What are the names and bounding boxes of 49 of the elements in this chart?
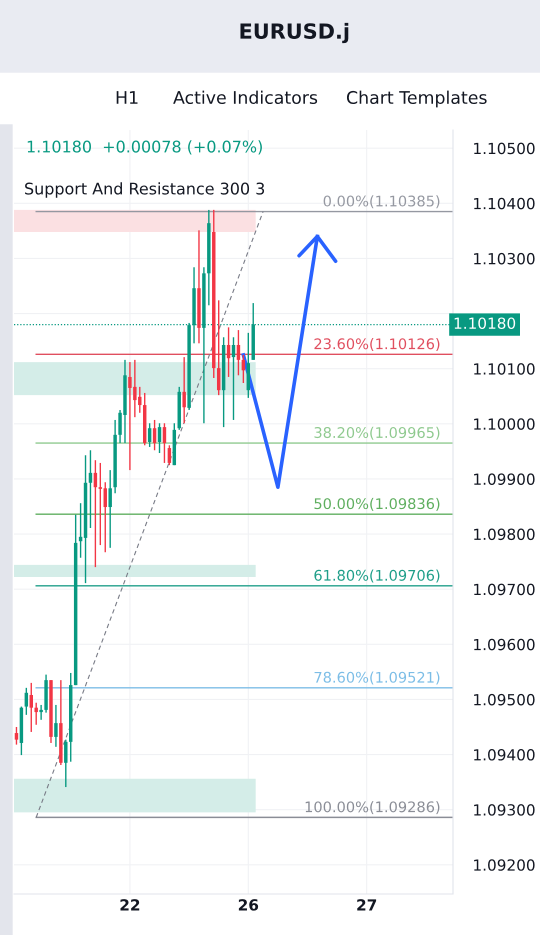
candlestick xyxy=(94,459,98,568)
y-tick-label: 1.09900 xyxy=(474,473,535,485)
ref-line-label: 1.10180 xyxy=(454,317,516,330)
candlestick xyxy=(182,356,186,424)
y-tick-label: 1.09200 xyxy=(474,859,535,871)
candlestick xyxy=(54,704,58,748)
candlestick xyxy=(152,419,156,451)
chart-title: EURUSD.j xyxy=(240,22,348,44)
annotation: Support And Resistance 300 3 xyxy=(25,182,264,198)
candlestick xyxy=(236,329,240,376)
candlestick xyxy=(168,444,172,466)
ref-line-label: 0.00%(1.10385) xyxy=(324,195,440,208)
text: Chart Templates xyxy=(346,90,487,108)
y-tick-label: 1.09300 xyxy=(474,804,535,816)
candlestick xyxy=(162,422,166,464)
ref-line-label: 23.60%(1.10126) xyxy=(314,338,440,352)
candlestick xyxy=(24,687,28,716)
candlestick xyxy=(226,326,230,378)
y-tick-label: 1.10500 xyxy=(474,142,535,154)
ref-line-label: 50.00%(1.09836) xyxy=(314,498,440,511)
x-tick-label: 26 xyxy=(238,899,258,911)
annotation: 1.10180 +0.00078 (+0.07%) xyxy=(28,140,262,155)
ref-line-label: 38.20%(1.09965) xyxy=(314,426,440,440)
y-tick-label: 1.10100 xyxy=(474,363,535,375)
y-tick-label: 1.09700 xyxy=(474,584,535,596)
ref-line-label: 61.80%(1.09706) xyxy=(314,570,440,583)
y-tick-label: 1.10400 xyxy=(474,198,535,210)
y-tick-label: 1.09400 xyxy=(474,749,535,761)
y-tick-label: 1.10300 xyxy=(474,252,535,264)
candlestick xyxy=(39,704,43,721)
candlestick xyxy=(34,702,38,726)
x-tick-label: 22 xyxy=(120,899,140,910)
candlestick xyxy=(88,450,92,529)
candlestick xyxy=(30,682,33,733)
ref-line-label: 100.00%(1.09286) xyxy=(306,801,440,814)
y-tick-label: 1.09500 xyxy=(474,694,535,706)
ref-line-label: 78.60%(1.09521) xyxy=(314,672,440,685)
y-tick-label: 1.10000 xyxy=(474,418,535,430)
y-tick-label: 1.09600 xyxy=(474,638,535,650)
candlestick xyxy=(108,469,112,549)
text: H1 xyxy=(116,91,138,104)
candlestick xyxy=(148,422,152,448)
x-tick-label: 27 xyxy=(357,899,376,910)
candlestick xyxy=(64,738,68,788)
y-tick-label: 1.09800 xyxy=(474,528,535,540)
text: Active Indicators xyxy=(173,90,318,104)
candlestick xyxy=(242,354,246,384)
candlestick xyxy=(14,726,18,746)
candlestick xyxy=(216,300,220,396)
